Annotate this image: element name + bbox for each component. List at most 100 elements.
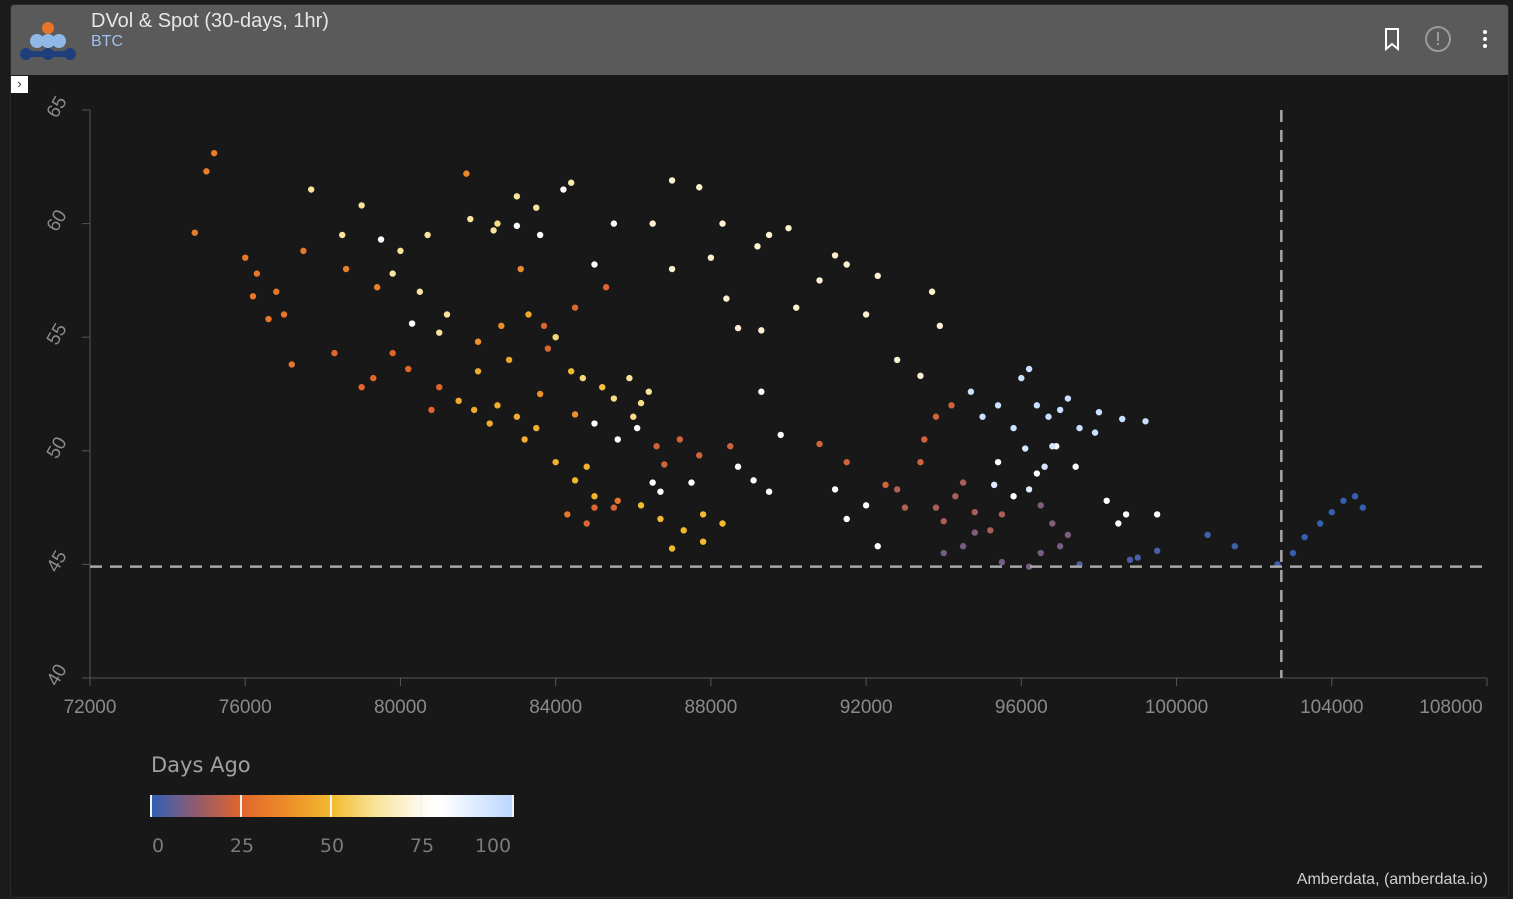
data-point (688, 479, 695, 486)
data-point (552, 334, 559, 341)
data-point (734, 324, 742, 332)
data-point (191, 229, 198, 236)
more-vert-icon[interactable] (1471, 25, 1499, 53)
data-point (1351, 493, 1359, 500)
data-point (750, 477, 757, 484)
data-point (777, 431, 784, 439)
data-point (242, 254, 249, 261)
x-tick-label: 96000 (995, 697, 1048, 718)
data-point (1049, 520, 1056, 527)
data-point (633, 424, 641, 432)
data-point (533, 424, 540, 432)
data-point (1134, 554, 1141, 561)
data-point (331, 349, 338, 357)
data-point (564, 511, 571, 518)
data-point (210, 149, 218, 157)
data-point (874, 543, 881, 550)
data-point (959, 543, 967, 550)
x-tick-label: 92000 (840, 697, 893, 718)
data-point (843, 458, 850, 466)
data-point (1153, 547, 1161, 554)
legend-marker (150, 795, 152, 817)
data-point (203, 168, 210, 175)
data-point (467, 215, 474, 223)
data-point (893, 486, 901, 493)
data-point (793, 304, 800, 311)
data-point (653, 443, 660, 450)
data-point (273, 288, 280, 295)
data-point (668, 177, 676, 184)
data-point (1103, 497, 1110, 504)
data-point (645, 388, 652, 395)
data-point (843, 515, 850, 523)
data-point (998, 558, 1006, 566)
data-point (455, 397, 462, 405)
data-point (998, 511, 1006, 518)
data-point (637, 399, 645, 407)
info-icon[interactable] (1424, 25, 1452, 53)
data-point (389, 349, 396, 357)
data-point (536, 390, 544, 398)
data-point (661, 461, 668, 468)
data-point (358, 383, 365, 391)
data-point (1142, 418, 1149, 425)
data-point (463, 170, 470, 177)
data-point (1091, 429, 1099, 436)
data-point (1119, 415, 1126, 423)
data-point (816, 440, 823, 448)
data-point (1095, 408, 1103, 416)
x-tick-label: 108000 (1419, 697, 1482, 718)
data-point (498, 322, 505, 330)
data-point (707, 254, 715, 261)
data-point (1041, 463, 1048, 470)
legend-tick: 100 (474, 835, 512, 857)
y-tick-label: 40 (43, 661, 72, 690)
data-point (1076, 424, 1083, 432)
data-point (599, 383, 606, 391)
data-point (339, 231, 346, 239)
x-tick-label: 88000 (684, 697, 737, 718)
legend-marker (420, 795, 422, 817)
data-point (443, 311, 451, 318)
data-point (932, 413, 940, 420)
data-point (1022, 445, 1029, 452)
data-point (928, 288, 936, 295)
data-point (560, 186, 567, 193)
data-point (540, 322, 548, 330)
data-point (579, 374, 587, 382)
data-point (971, 529, 978, 536)
data-point (948, 402, 955, 409)
y-tick-label: 45 (43, 547, 72, 576)
data-point (591, 504, 598, 511)
expand-panel-button[interactable]: › (11, 76, 28, 93)
legend-title: Days Ago (151, 753, 251, 777)
data-point (533, 204, 540, 211)
data-point (610, 220, 618, 227)
data-point (505, 356, 513, 364)
data-point (971, 508, 978, 516)
data-point (719, 520, 726, 527)
data-point (1289, 549, 1297, 557)
data-point (494, 402, 501, 409)
data-point (373, 284, 381, 291)
bookmark-icon[interactable] (1378, 25, 1406, 53)
data-point (1025, 563, 1033, 570)
data-point (758, 388, 765, 395)
data-point (536, 231, 544, 239)
data-point (987, 527, 994, 534)
data-point (610, 504, 618, 511)
data-point (959, 479, 967, 486)
data-point (862, 502, 870, 509)
data-point (754, 243, 761, 250)
legend-marker (240, 795, 242, 817)
data-point (657, 488, 664, 495)
data-point (626, 374, 633, 382)
data-point (1231, 543, 1238, 550)
data-point (630, 413, 637, 420)
data-point (734, 463, 742, 470)
data-point (602, 284, 610, 291)
data-point (552, 458, 559, 466)
data-point (614, 436, 621, 443)
data-point (785, 224, 792, 232)
data-point (1115, 520, 1122, 527)
